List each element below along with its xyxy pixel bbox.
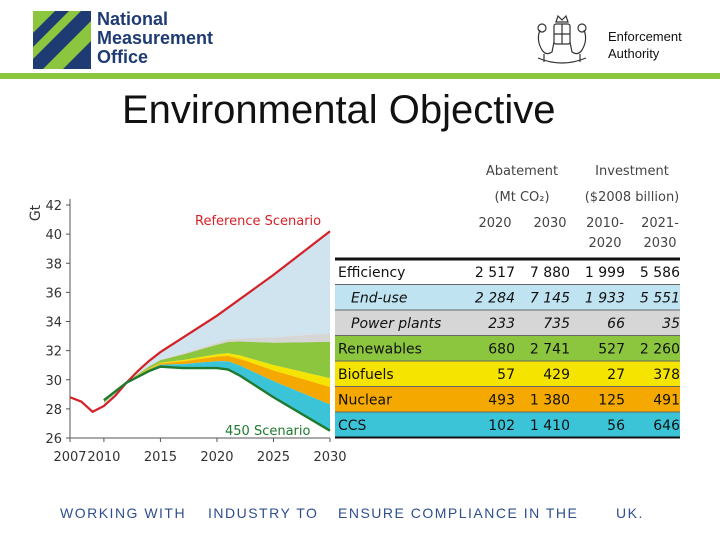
- reference-label: Reference Scenario: [195, 214, 321, 229]
- table-cell: 35: [662, 316, 680, 332]
- table-row-label: Efficiency: [338, 265, 405, 281]
- nmo-logo-icon: [33, 11, 91, 69]
- table-cell: 102: [488, 418, 515, 434]
- org-name-line: Office: [97, 47, 149, 67]
- wedge-efficiency: [103, 231, 330, 406]
- table-col-header: 2020: [588, 236, 621, 251]
- table-cell: 646: [653, 418, 680, 434]
- table-col-header: 2021-: [641, 216, 679, 231]
- footer: WORKING WITH INDUSTRY TO ENSURE COMPLIAN…: [0, 505, 720, 529]
- y-tick-label: 26: [45, 432, 62, 447]
- table-cell: 2 741: [530, 342, 570, 358]
- table-col-header: 2010-: [586, 216, 624, 231]
- table-row: [335, 335, 680, 361]
- table-cell: 57: [497, 367, 515, 383]
- org-name: National Measurement Office: [97, 10, 213, 67]
- abatement-unit: (Mt CO₂): [494, 190, 549, 205]
- table-cell: 378: [653, 367, 680, 383]
- scenario-450-line: [103, 365, 331, 432]
- x-tick-label: 2020: [200, 450, 233, 465]
- x-tick-label: 2015: [144, 450, 177, 465]
- table-cell: 2 517: [475, 265, 515, 281]
- table-cell: 1 410: [530, 418, 570, 434]
- wedge-power-plants: [103, 333, 330, 403]
- footer-word: ENSURE COMPLIANCE IN THE: [338, 505, 579, 521]
- wedge-renewables: [103, 341, 330, 403]
- table-col-header: 2030: [643, 236, 676, 251]
- table-row-label: Renewables: [338, 342, 422, 358]
- table-cell: 2 284: [475, 291, 515, 307]
- table-cell: 1 999: [585, 265, 625, 281]
- y-tick-label: 38: [45, 257, 62, 272]
- org-name-line: National: [97, 9, 169, 29]
- org-name-line: Measurement: [97, 28, 214, 48]
- wedge-biofuels: [103, 353, 330, 402]
- y-tick-label: 40: [45, 228, 62, 243]
- table-col-header: 2020: [478, 216, 511, 231]
- table-cell: 7 880: [530, 265, 570, 281]
- table-col-header: 2030: [533, 216, 566, 231]
- x-tick-label: 2007: [53, 450, 86, 465]
- table-cell: 56: [607, 418, 625, 434]
- table-row-label: End-use: [351, 291, 407, 307]
- footer-word: UK.: [616, 505, 644, 521]
- investment-unit: ($2008 billion): [585, 190, 680, 205]
- y-tick-label: 32: [45, 345, 62, 360]
- wedge-nuclear: [103, 355, 330, 405]
- wedge-ccs: [103, 361, 330, 431]
- y-tick-label: 30: [45, 374, 62, 389]
- table-cell: 7 145: [530, 291, 570, 307]
- abatement-chart: 26 28 30 32 34 36 38 40 42 2007 2010 2015 2020 2025 20…: [28, 164, 680, 465]
- table-cell: 680: [488, 342, 515, 358]
- investment-header: Investment: [595, 164, 669, 179]
- table-cell: 429: [543, 367, 570, 383]
- y-tick-label: 34: [45, 316, 62, 331]
- table-row: [335, 386, 680, 412]
- table-row: [335, 259, 680, 285]
- table-cell: 1 933: [585, 291, 625, 307]
- slide-title: Environmental Objective: [122, 88, 556, 132]
- header: National Measurement Office Enforcement …: [0, 0, 720, 80]
- table-cell: 27: [607, 367, 625, 383]
- table-cell: 66: [607, 316, 625, 332]
- y-axis-label: Gt: [28, 204, 44, 221]
- y-tick-label: 36: [45, 286, 62, 301]
- table-cell: 493: [488, 393, 515, 409]
- table-cell: 527: [598, 342, 625, 358]
- table-row: [335, 361, 680, 387]
- authority-line: Enforcement: [608, 29, 682, 44]
- abatement-header: Abatement: [486, 164, 558, 179]
- table-cell: 2 260: [640, 342, 680, 358]
- table-row-label: Biofuels: [338, 367, 394, 383]
- table-cell: 233: [488, 316, 515, 332]
- y-tick-label: 28: [45, 403, 62, 418]
- authority-line: Authority: [608, 46, 660, 61]
- table-row-label: Power plants: [351, 316, 441, 332]
- x-tick-label: 2025: [257, 450, 290, 465]
- royal-crest-icon: [537, 14, 587, 64]
- x-tick-label: 2030: [313, 450, 346, 465]
- header-divider: [0, 73, 720, 79]
- table-cell: 125: [598, 393, 625, 409]
- table-cell: 491: [653, 393, 680, 409]
- table-cell: 1 380: [530, 393, 570, 409]
- x-tick-label: 2010: [87, 450, 120, 465]
- authority-label: Enforcement Authority: [608, 28, 682, 62]
- table-row: [335, 310, 680, 336]
- scenario-450-label: 450 Scenario: [225, 424, 311, 439]
- reference-line: [69, 230, 331, 414]
- table-row-label: Nuclear: [338, 393, 392, 409]
- table-row: [335, 284, 680, 310]
- footer-word: WORKING WITH: [60, 505, 187, 521]
- table-cell: 5 551: [640, 291, 680, 307]
- table-row: [335, 412, 680, 438]
- table-cell: 735: [543, 316, 570, 332]
- table-row-label: CCS: [338, 418, 367, 434]
- footer-word: INDUSTRY TO: [208, 505, 319, 521]
- table-cell: 5 586: [640, 265, 680, 281]
- y-tick-label: 42: [45, 199, 62, 214]
